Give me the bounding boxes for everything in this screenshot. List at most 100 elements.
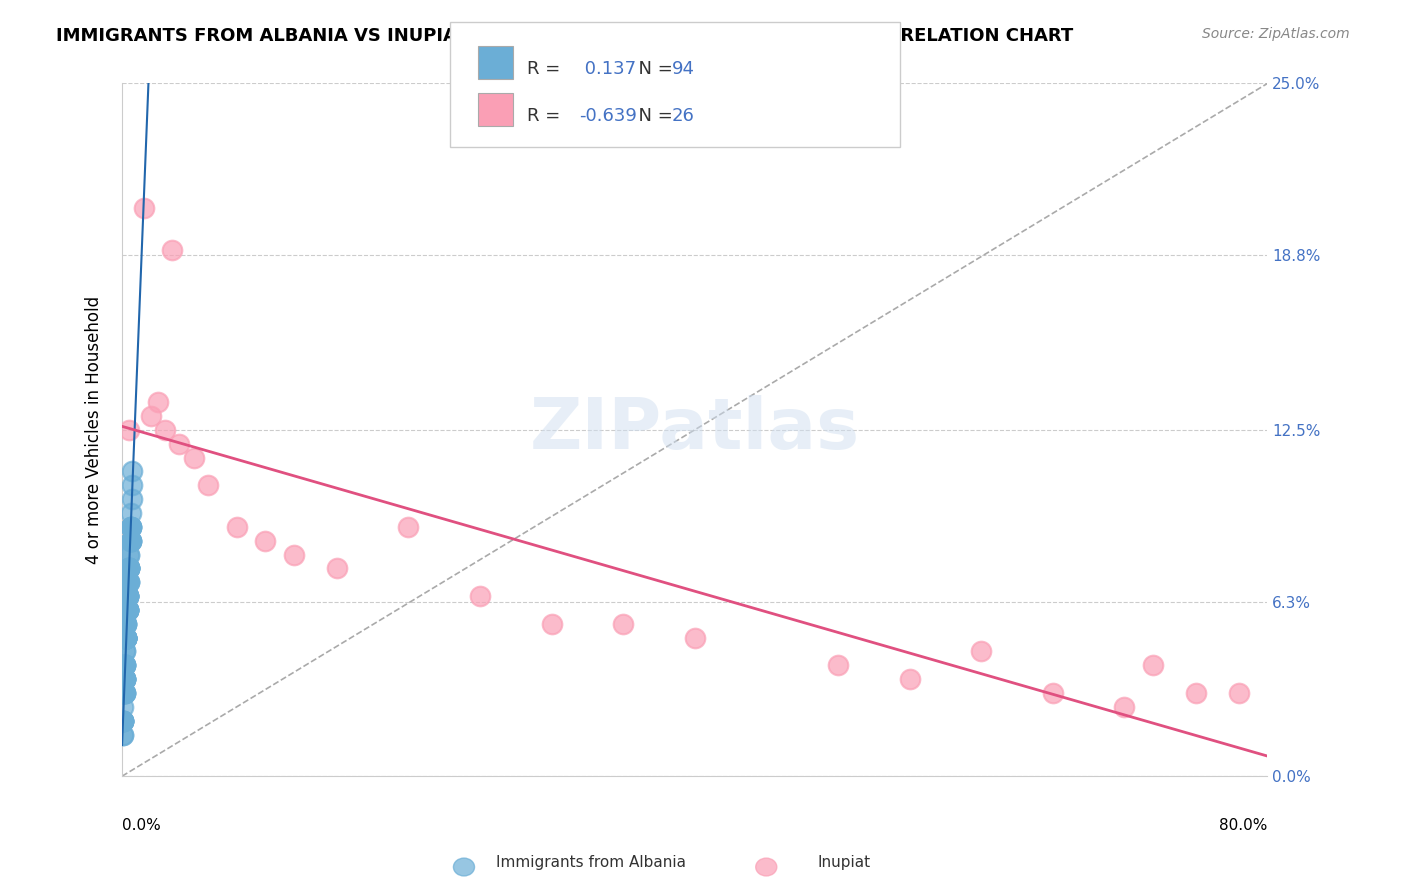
Point bbox=[115, 631, 138, 645]
Point bbox=[117, 603, 139, 617]
Point bbox=[117, 589, 139, 603]
Text: R =: R = bbox=[527, 107, 567, 125]
Text: N =: N = bbox=[627, 61, 679, 78]
Point bbox=[117, 589, 139, 603]
Text: 0.0%: 0.0% bbox=[122, 818, 160, 833]
Point bbox=[114, 658, 136, 673]
Point bbox=[114, 658, 136, 673]
Point bbox=[115, 631, 138, 645]
Point bbox=[112, 714, 135, 728]
Point bbox=[120, 520, 142, 534]
Point bbox=[169, 436, 191, 450]
Point bbox=[1114, 700, 1136, 714]
Point bbox=[115, 616, 138, 631]
Point bbox=[1042, 686, 1064, 700]
Text: 80.0%: 80.0% bbox=[1219, 818, 1267, 833]
Point bbox=[139, 409, 162, 423]
Point bbox=[540, 616, 562, 631]
Point bbox=[115, 631, 138, 645]
Point bbox=[118, 561, 141, 575]
Point bbox=[115, 631, 138, 645]
Point bbox=[118, 561, 141, 575]
Point bbox=[612, 616, 634, 631]
Point bbox=[117, 603, 139, 617]
Text: ZIPatlas: ZIPatlas bbox=[530, 395, 860, 465]
Point bbox=[115, 616, 138, 631]
Point bbox=[118, 561, 141, 575]
Point bbox=[120, 533, 142, 548]
Point bbox=[115, 631, 138, 645]
Text: -0.639: -0.639 bbox=[579, 107, 637, 125]
Point bbox=[683, 631, 706, 645]
Point bbox=[118, 548, 141, 562]
Point bbox=[117, 589, 139, 603]
Point bbox=[115, 616, 138, 631]
Point bbox=[468, 589, 491, 603]
Point bbox=[146, 395, 169, 409]
Point bbox=[115, 631, 138, 645]
Point bbox=[117, 575, 139, 590]
Point bbox=[112, 714, 135, 728]
Point bbox=[118, 575, 141, 590]
Point bbox=[121, 478, 143, 492]
Point bbox=[118, 561, 141, 575]
Point bbox=[114, 658, 136, 673]
Point bbox=[115, 603, 138, 617]
Point bbox=[118, 561, 141, 575]
Point bbox=[114, 672, 136, 686]
Point bbox=[117, 589, 139, 603]
Point bbox=[112, 658, 135, 673]
Point bbox=[326, 561, 349, 575]
Text: Immigrants from Albania: Immigrants from Albania bbox=[495, 855, 686, 870]
Text: N =: N = bbox=[627, 107, 679, 125]
Point bbox=[120, 533, 142, 548]
Point bbox=[114, 658, 136, 673]
Point bbox=[112, 672, 135, 686]
Point bbox=[117, 589, 139, 603]
Text: 94: 94 bbox=[672, 61, 695, 78]
Point bbox=[117, 603, 139, 617]
Point bbox=[117, 603, 139, 617]
Point bbox=[114, 631, 136, 645]
Point bbox=[117, 603, 139, 617]
Point bbox=[396, 520, 419, 534]
Point bbox=[114, 672, 136, 686]
Point bbox=[112, 714, 135, 728]
Point bbox=[120, 533, 142, 548]
Point bbox=[115, 631, 138, 645]
Point bbox=[118, 548, 141, 562]
Point bbox=[112, 714, 135, 728]
Point bbox=[898, 672, 921, 686]
Text: 0.137: 0.137 bbox=[579, 61, 637, 78]
Point bbox=[118, 561, 141, 575]
Text: R =: R = bbox=[527, 61, 567, 78]
Point bbox=[1227, 686, 1250, 700]
Point bbox=[117, 589, 139, 603]
Point bbox=[114, 686, 136, 700]
Point bbox=[112, 686, 135, 700]
Point bbox=[115, 631, 138, 645]
Point bbox=[827, 658, 849, 673]
Point bbox=[118, 423, 141, 437]
Y-axis label: 4 or more Vehicles in Household: 4 or more Vehicles in Household bbox=[86, 296, 103, 564]
Text: Inupiat: Inupiat bbox=[817, 855, 870, 870]
Point bbox=[114, 686, 136, 700]
Point bbox=[120, 520, 142, 534]
Point bbox=[132, 201, 155, 215]
Point bbox=[120, 520, 142, 534]
Point bbox=[118, 561, 141, 575]
Point bbox=[197, 478, 219, 492]
Point bbox=[115, 631, 138, 645]
Point bbox=[120, 506, 142, 520]
Point bbox=[117, 589, 139, 603]
Point bbox=[1185, 686, 1208, 700]
Point bbox=[254, 533, 277, 548]
Point bbox=[114, 672, 136, 686]
Point bbox=[114, 686, 136, 700]
Point bbox=[114, 672, 136, 686]
Point bbox=[112, 714, 135, 728]
Point bbox=[112, 686, 135, 700]
Point bbox=[153, 423, 176, 437]
Point bbox=[120, 533, 142, 548]
Point bbox=[117, 589, 139, 603]
